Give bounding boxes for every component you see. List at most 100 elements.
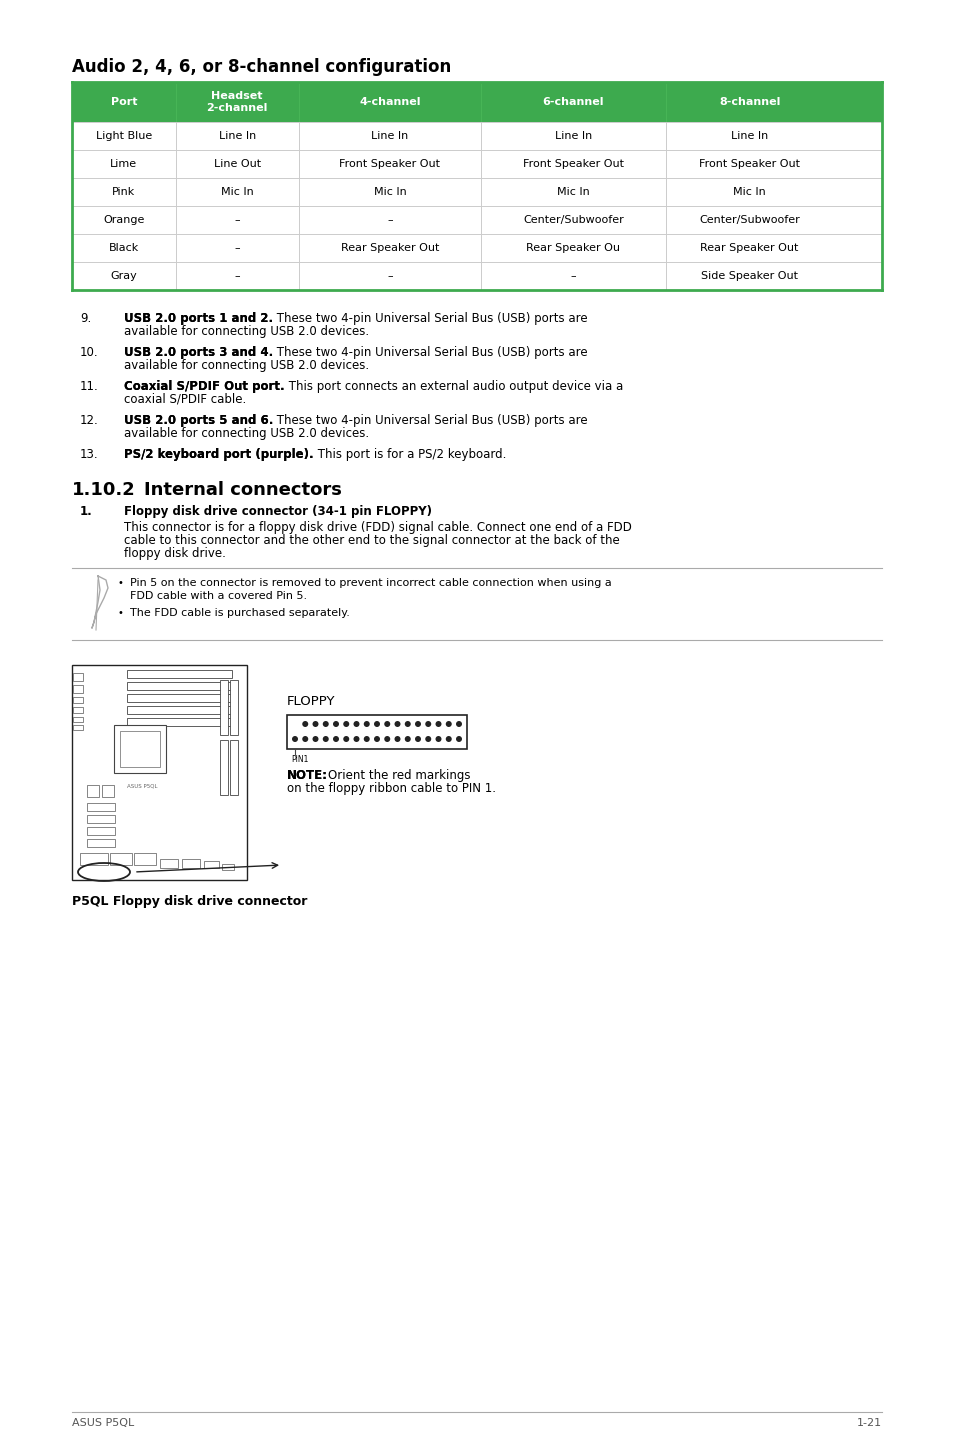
Circle shape: [395, 720, 400, 728]
Text: P5QL Floppy disk drive connector: P5QL Floppy disk drive connector: [71, 894, 307, 907]
Circle shape: [456, 720, 461, 728]
Text: 1.10.2: 1.10.2: [71, 480, 135, 499]
Text: NOTE:: NOTE:: [287, 769, 328, 782]
Bar: [87, 827, 115, 835]
Text: Gray: Gray: [111, 270, 137, 280]
Bar: [73, 718, 83, 722]
Bar: [87, 802, 115, 811]
Circle shape: [404, 736, 411, 742]
Circle shape: [302, 720, 308, 728]
Circle shape: [404, 720, 411, 728]
Circle shape: [384, 720, 390, 728]
Text: 9.: 9.: [80, 312, 91, 325]
Circle shape: [395, 736, 400, 742]
Circle shape: [343, 720, 349, 728]
Circle shape: [445, 736, 452, 742]
Text: Mic In: Mic In: [733, 187, 765, 197]
Bar: [120, 731, 160, 766]
Text: Black: Black: [109, 243, 139, 253]
Bar: [127, 670, 232, 677]
Text: Line In: Line In: [555, 131, 592, 141]
Text: NOTE:: NOTE:: [287, 769, 328, 782]
Text: –: –: [234, 216, 240, 224]
Text: Lime: Lime: [111, 160, 137, 170]
Text: Rear Speaker Out: Rear Speaker Out: [340, 243, 438, 253]
Text: 10.: 10.: [80, 347, 98, 360]
Text: Light Blue: Light Blue: [95, 131, 152, 141]
Text: 13.: 13.: [80, 449, 98, 462]
Circle shape: [333, 720, 338, 728]
Bar: [71, 82, 882, 122]
Bar: [127, 706, 232, 715]
Bar: [133, 853, 156, 866]
Text: USB 2.0 ports 3 and 4.: USB 2.0 ports 3 and 4.: [124, 347, 273, 360]
Text: Orient the red markings: Orient the red markings: [328, 769, 470, 782]
Bar: [87, 838, 115, 847]
Text: FLOPPY: FLOPPY: [287, 695, 335, 707]
Text: USB 2.0 ports 5 and 6.: USB 2.0 ports 5 and 6.: [124, 414, 274, 427]
Text: available for connecting USB 2.0 devices.: available for connecting USB 2.0 devices…: [124, 427, 369, 440]
Text: Mic In: Mic In: [557, 187, 589, 197]
Text: floppy disk drive.: floppy disk drive.: [124, 546, 226, 559]
Text: USB 2.0 ports 1 and 2.: USB 2.0 ports 1 and 2.: [124, 312, 273, 325]
Text: Line In: Line In: [730, 131, 767, 141]
Text: coaxial S/PDIF cable.: coaxial S/PDIF cable.: [124, 393, 246, 406]
Circle shape: [384, 736, 390, 742]
Text: Orange: Orange: [103, 216, 144, 224]
Text: PS/2 keyboard port (purple).: PS/2 keyboard port (purple).: [124, 449, 314, 462]
Circle shape: [425, 736, 431, 742]
Text: Rear Speaker Ou: Rear Speaker Ou: [526, 243, 619, 253]
Circle shape: [456, 736, 461, 742]
Circle shape: [354, 720, 359, 728]
Text: –: –: [387, 216, 393, 224]
Circle shape: [415, 736, 420, 742]
Circle shape: [322, 736, 329, 742]
Text: available for connecting USB 2.0 devices.: available for connecting USB 2.0 devices…: [124, 325, 369, 338]
Text: 1.: 1.: [80, 505, 92, 518]
Circle shape: [363, 720, 370, 728]
Bar: [110, 853, 132, 866]
Text: Front Speaker Out: Front Speaker Out: [699, 160, 800, 170]
Text: These two 4-pin Universal Serial Bus (USB) ports are: These two 4-pin Universal Serial Bus (US…: [273, 312, 587, 325]
Text: These two 4-pin Universal Serial Bus (USB) ports are: These two 4-pin Universal Serial Bus (US…: [273, 347, 587, 360]
Text: These two 4-pin Universal Serial Bus (USB) ports are: These two 4-pin Universal Serial Bus (US…: [274, 414, 587, 427]
Text: Line In: Line In: [371, 131, 408, 141]
Circle shape: [313, 736, 318, 742]
Text: Mic In: Mic In: [221, 187, 253, 197]
Bar: [287, 715, 467, 749]
Text: Floppy disk drive connector (34-1 pin FLOPPY): Floppy disk drive connector (34-1 pin FL…: [124, 505, 432, 518]
Text: Center/Subwoofer: Center/Subwoofer: [699, 216, 800, 224]
Text: Pink: Pink: [112, 187, 135, 197]
Text: Audio 2, 4, 6, or 8-channel configuration: Audio 2, 4, 6, or 8-channel configuratio…: [71, 58, 451, 76]
Bar: [127, 695, 232, 702]
Bar: [230, 741, 237, 795]
Circle shape: [322, 720, 329, 728]
Text: Front Speaker Out: Front Speaker Out: [522, 160, 623, 170]
Text: 4-channel: 4-channel: [358, 96, 420, 106]
Circle shape: [415, 720, 420, 728]
Text: Line Out: Line Out: [213, 160, 260, 170]
Bar: [102, 785, 113, 797]
Text: Internal connectors: Internal connectors: [144, 480, 341, 499]
Text: USB 2.0 ports 3 and 4.: USB 2.0 ports 3 and 4.: [124, 347, 273, 360]
Circle shape: [354, 736, 359, 742]
Bar: [71, 664, 247, 880]
Text: –: –: [570, 270, 576, 280]
Text: •: •: [118, 608, 124, 618]
Text: Coaxial S/PDIF Out port.: Coaxial S/PDIF Out port.: [124, 380, 284, 393]
Bar: [182, 858, 200, 869]
Circle shape: [445, 720, 452, 728]
Text: –: –: [387, 270, 393, 280]
Circle shape: [343, 736, 349, 742]
Text: FDD cable with a covered Pin 5.: FDD cable with a covered Pin 5.: [130, 591, 307, 601]
Text: •: •: [118, 578, 124, 588]
Circle shape: [333, 736, 338, 742]
Bar: [220, 680, 228, 735]
Text: Port: Port: [111, 96, 137, 106]
Text: Pin 5 on the connector is removed to prevent incorrect cable connection when usi: Pin 5 on the connector is removed to pre…: [130, 578, 611, 588]
Text: 6-channel: 6-channel: [542, 96, 603, 106]
Text: USB 2.0 ports 5 and 6.: USB 2.0 ports 5 and 6.: [124, 414, 274, 427]
Bar: [73, 725, 83, 731]
Bar: [160, 858, 178, 869]
Text: PS/2 keyboard port (purple).: PS/2 keyboard port (purple).: [124, 449, 314, 462]
